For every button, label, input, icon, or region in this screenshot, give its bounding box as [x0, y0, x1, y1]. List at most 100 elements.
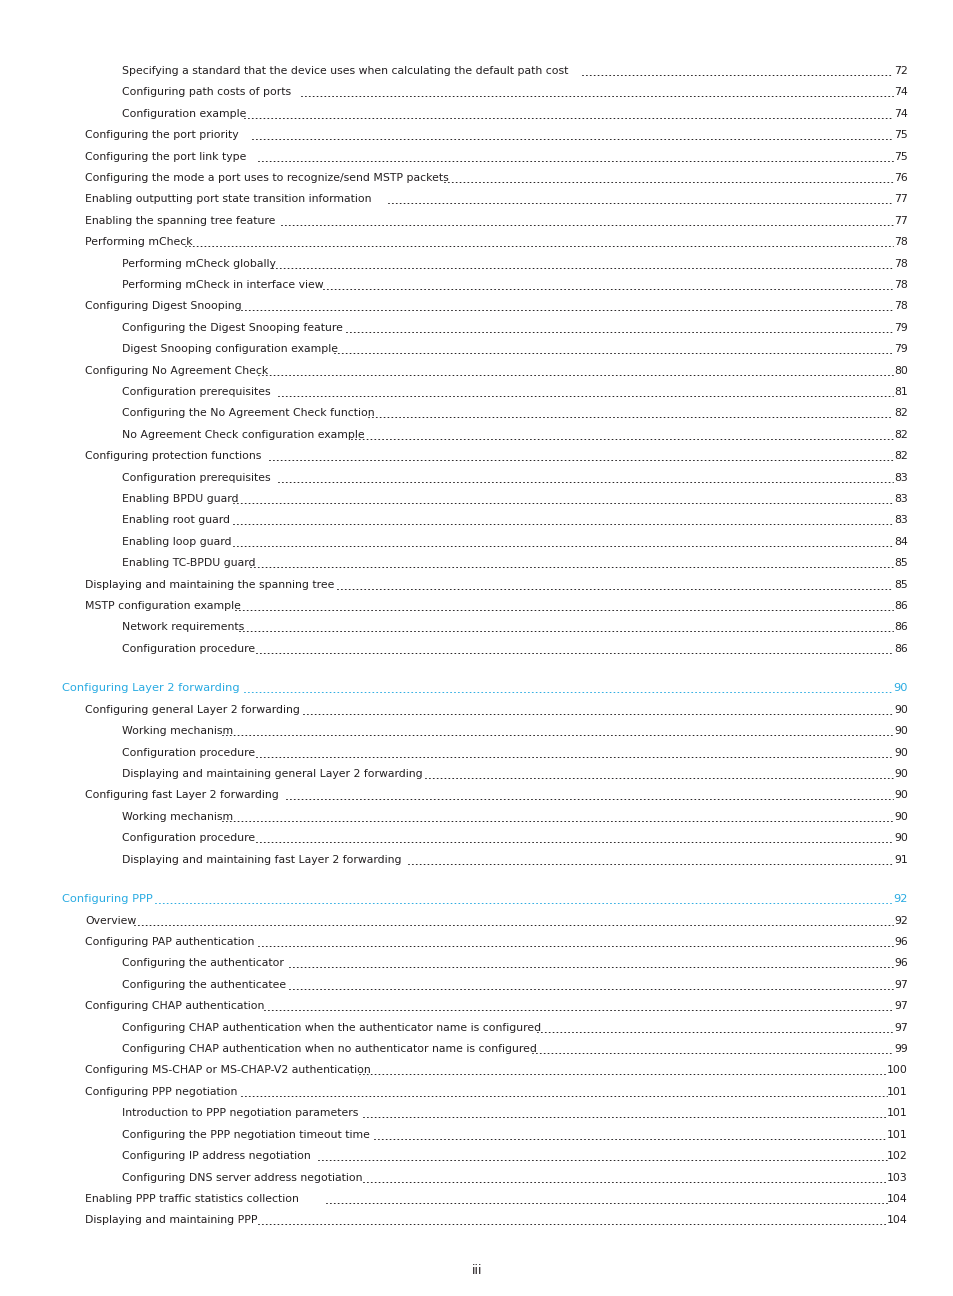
Text: Configuring IP address negotiation: Configuring IP address negotiation	[122, 1151, 311, 1161]
Text: Configuration procedure: Configuration procedure	[122, 833, 254, 844]
Text: iii: iii	[471, 1264, 482, 1277]
Text: Configuration example: Configuration example	[122, 109, 246, 119]
Text: 75: 75	[893, 130, 907, 140]
Text: 77: 77	[893, 194, 907, 205]
Text: 74: 74	[893, 87, 907, 97]
Text: No Agreement Check configuration example: No Agreement Check configuration example	[122, 430, 364, 439]
Text: Enabling TC-BPDU guard: Enabling TC-BPDU guard	[122, 559, 255, 568]
Text: Configuring MS-CHAP or MS-CHAP-V2 authentication: Configuring MS-CHAP or MS-CHAP-V2 authen…	[85, 1065, 371, 1076]
Text: 97: 97	[893, 1023, 907, 1033]
Text: Displaying and maintaining fast Layer 2 forwarding: Displaying and maintaining fast Layer 2 …	[122, 854, 401, 864]
Text: 85: 85	[893, 579, 907, 590]
Text: 97: 97	[893, 1002, 907, 1011]
Text: Displaying and maintaining PPP: Displaying and maintaining PPP	[85, 1216, 257, 1225]
Text: 92: 92	[893, 894, 907, 905]
Text: Configuring the port link type: Configuring the port link type	[85, 152, 246, 162]
Text: Configuring CHAP authentication when no authenticator name is configured: Configuring CHAP authentication when no …	[122, 1045, 537, 1054]
Text: Working mechanism: Working mechanism	[122, 811, 233, 822]
Text: 86: 86	[893, 601, 907, 610]
Text: Overview: Overview	[85, 916, 136, 925]
Text: 96: 96	[893, 937, 907, 947]
Text: Configuring the port priority: Configuring the port priority	[85, 130, 238, 140]
Text: Network requirements: Network requirements	[122, 622, 244, 632]
Text: Enabling outputting port state transition information: Enabling outputting port state transitio…	[85, 194, 371, 205]
Text: 99: 99	[893, 1045, 907, 1054]
Text: Configuring the authenticatee: Configuring the authenticatee	[122, 980, 286, 990]
Text: 78: 78	[893, 237, 907, 248]
Text: 74: 74	[893, 109, 907, 119]
Text: 83: 83	[893, 494, 907, 504]
Text: Configuration prerequisites: Configuration prerequisites	[122, 388, 271, 397]
Text: 90: 90	[893, 705, 907, 715]
Text: Performing mCheck: Performing mCheck	[85, 237, 193, 248]
Text: 90: 90	[893, 683, 907, 693]
Text: Configuring the No Agreement Check function: Configuring the No Agreement Check funct…	[122, 408, 375, 419]
Text: Enabling the spanning tree feature: Enabling the spanning tree feature	[85, 216, 275, 226]
Text: 86: 86	[893, 644, 907, 654]
Text: Configuring general Layer 2 forwarding: Configuring general Layer 2 forwarding	[85, 705, 299, 715]
Text: 80: 80	[893, 365, 907, 376]
Text: 90: 90	[893, 769, 907, 779]
Text: Configuring DNS server address negotiation: Configuring DNS server address negotiati…	[122, 1173, 362, 1182]
Text: 82: 82	[893, 408, 907, 419]
Text: 77: 77	[893, 216, 907, 226]
Text: Configuration procedure: Configuration procedure	[122, 644, 254, 654]
Text: Enabling PPP traffic statistics collection: Enabling PPP traffic statistics collecti…	[85, 1194, 298, 1204]
Text: 84: 84	[893, 537, 907, 547]
Text: 75: 75	[893, 152, 907, 162]
Text: 97: 97	[893, 980, 907, 990]
Text: Configuring PPP: Configuring PPP	[62, 894, 152, 905]
Text: Configuring Digest Snooping: Configuring Digest Snooping	[85, 302, 241, 311]
Text: 90: 90	[893, 833, 907, 844]
Text: Configuring Layer 2 forwarding: Configuring Layer 2 forwarding	[62, 683, 239, 693]
Text: 90: 90	[893, 811, 907, 822]
Text: 81: 81	[893, 388, 907, 397]
Text: Configuring PAP authentication: Configuring PAP authentication	[85, 937, 254, 947]
Text: 83: 83	[893, 473, 907, 482]
Text: Configuring the mode a port uses to recognize/send MSTP packets: Configuring the mode a port uses to reco…	[85, 172, 448, 183]
Text: Enabling root guard: Enabling root guard	[122, 516, 230, 525]
Text: 78: 78	[893, 259, 907, 268]
Text: 100: 100	[886, 1065, 907, 1076]
Text: Configuring the PPP negotiation timeout time: Configuring the PPP negotiation timeout …	[122, 1130, 370, 1139]
Text: 78: 78	[893, 302, 907, 311]
Text: Configuring CHAP authentication: Configuring CHAP authentication	[85, 1002, 264, 1011]
Text: Enabling loop guard: Enabling loop guard	[122, 537, 232, 547]
Text: Configuring the Digest Snooping feature: Configuring the Digest Snooping feature	[122, 323, 342, 333]
Text: 72: 72	[893, 66, 907, 76]
Text: 82: 82	[893, 430, 907, 439]
Text: 104: 104	[886, 1216, 907, 1225]
Text: Configuration prerequisites: Configuration prerequisites	[122, 473, 271, 482]
Text: 86: 86	[893, 622, 907, 632]
Text: 82: 82	[893, 451, 907, 461]
Text: 79: 79	[893, 323, 907, 333]
Text: Performing mCheck in interface view: Performing mCheck in interface view	[122, 280, 323, 290]
Text: Configuring the authenticator: Configuring the authenticator	[122, 959, 284, 968]
Text: Working mechanism: Working mechanism	[122, 726, 233, 736]
Text: Displaying and maintaining the spanning tree: Displaying and maintaining the spanning …	[85, 579, 334, 590]
Text: Enabling BPDU guard: Enabling BPDU guard	[122, 494, 238, 504]
Text: 101: 101	[886, 1108, 907, 1118]
Text: 76: 76	[893, 172, 907, 183]
Text: Performing mCheck globally: Performing mCheck globally	[122, 259, 275, 268]
Text: 96: 96	[893, 959, 907, 968]
Text: 92: 92	[893, 916, 907, 925]
Text: Configuring fast Layer 2 forwarding: Configuring fast Layer 2 forwarding	[85, 791, 278, 801]
Text: 102: 102	[886, 1151, 907, 1161]
Text: Introduction to PPP negotiation parameters: Introduction to PPP negotiation paramete…	[122, 1108, 358, 1118]
Text: Configuring PPP negotiation: Configuring PPP negotiation	[85, 1087, 237, 1096]
Text: Displaying and maintaining general Layer 2 forwarding: Displaying and maintaining general Layer…	[122, 769, 422, 779]
Text: 90: 90	[893, 791, 907, 801]
Text: Configuring CHAP authentication when the authenticator name is configured: Configuring CHAP authentication when the…	[122, 1023, 540, 1033]
Text: 90: 90	[893, 748, 907, 758]
Text: 79: 79	[893, 345, 907, 354]
Text: 101: 101	[886, 1087, 907, 1096]
Text: Configuring No Agreement Check: Configuring No Agreement Check	[85, 365, 268, 376]
Text: 103: 103	[886, 1173, 907, 1182]
Text: MSTP configuration example: MSTP configuration example	[85, 601, 240, 610]
Text: 83: 83	[893, 516, 907, 525]
Text: 90: 90	[893, 726, 907, 736]
Text: Specifying a standard that the device uses when calculating the default path cos: Specifying a standard that the device us…	[122, 66, 568, 76]
Text: 101: 101	[886, 1130, 907, 1139]
Text: Configuration procedure: Configuration procedure	[122, 748, 254, 758]
